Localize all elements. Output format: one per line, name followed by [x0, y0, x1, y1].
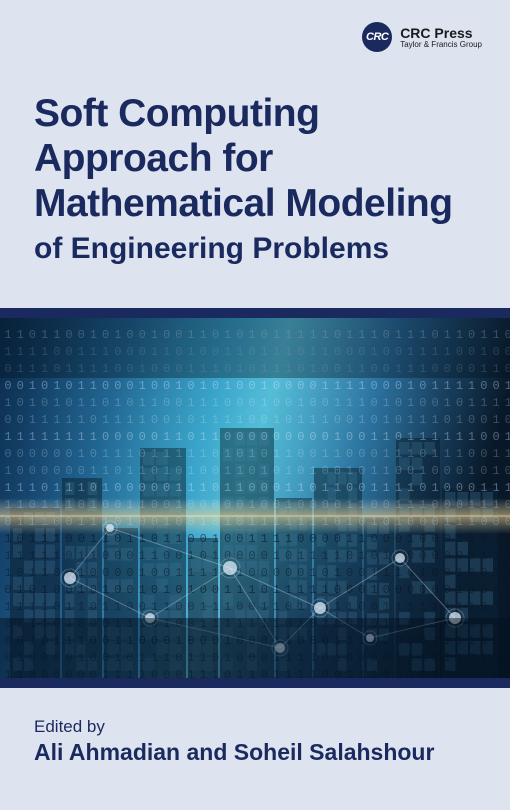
svg-text:011101110100110010000010010000: 0111011101001100100000100100001100111000…: [0, 498, 510, 512]
svg-text:011000000110110101001101010100: 0110000001101101010011010101001011001000…: [0, 464, 510, 478]
cover-illustration: 1111011001010010011010101111101110111011…: [0, 308, 510, 688]
title-line-3: Mathematical Modeling: [34, 182, 480, 227]
svg-text:001111011011001100111001101111: 0011110110110011001110011011111001111111…: [0, 600, 510, 614]
publisher-subline: Taylor & Francis Group: [400, 41, 482, 49]
publisher-badge-icon: CRC: [362, 22, 392, 52]
svg-text:010010101100010010101001000011: 0100101011000100101010010000111100010111…: [0, 379, 510, 393]
svg-text:110111001110100100101011111110: 1101110011101001001010111111101010100011…: [0, 515, 510, 529]
svg-text:111111111100000110110000000001: 1111111111000001101100000000010011011111…: [0, 430, 510, 444]
book-title: Soft Computing Approach for Mathematical…: [34, 92, 480, 267]
publisher-mark: CRC CRC Press Taylor & Francis Group: [362, 22, 482, 52]
publisher-text: CRC Press Taylor & Francis Group: [400, 26, 482, 49]
svg-text:011011100110110110010011110000: 0110111001101101100100111100001100010001…: [0, 532, 510, 546]
editors-block: Edited by Ali Ahmadian and Soheil Salahs…: [34, 717, 434, 766]
svg-text:011110111010000011101100011011: 0111101110100000111011000110110011110100…: [0, 481, 510, 495]
svg-text:111011001000010011110100000101: 1110110010000100111101000001010011101001…: [0, 566, 510, 580]
svg-text:111010101101011001110001001001: 1110101011010110011100010010011101010010…: [0, 396, 510, 410]
editor-names: Ali Ahmadian and Soheil Salahshour: [34, 739, 434, 766]
svg-text:100000001011101111101010110011: 1000000010111011111010101100110001110111…: [0, 447, 510, 461]
cover-svg: 1111011001010010011010101111101110111011…: [0, 318, 510, 678]
title-subline: of Engineering Problems: [34, 231, 480, 267]
publisher-name: CRC Press: [400, 26, 482, 40]
svg-text:011111101100011001010000101111: 0111111011000110010100001011110101100000…: [0, 549, 510, 563]
edited-by-label: Edited by: [34, 717, 434, 737]
title-line-2: Approach for: [34, 137, 480, 182]
title-line-1: Soft Computing: [34, 92, 480, 137]
svg-text:010011111011110010111100101110: 0100111110111100101111001011100101011101…: [0, 413, 510, 427]
